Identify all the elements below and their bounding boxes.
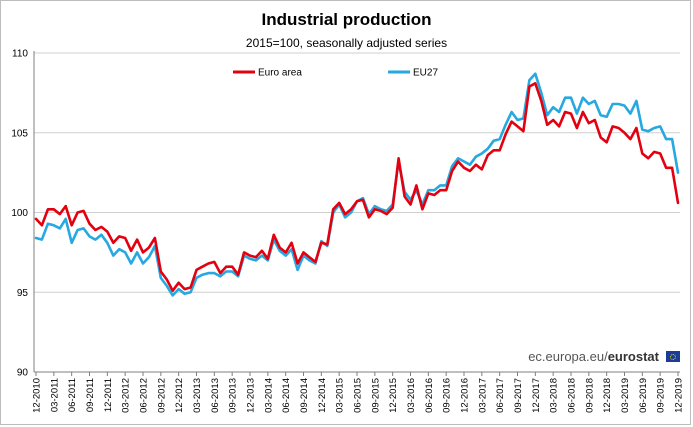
y-tick-label-95: 95 bbox=[17, 288, 29, 299]
x-tick-label: 03-2019 bbox=[620, 378, 631, 413]
x-tick-label: 03-2016 bbox=[406, 378, 417, 413]
x-tick-label: 03-2018 bbox=[549, 378, 560, 413]
x-tick-label: 06-2014 bbox=[281, 378, 292, 413]
x-tick-label: 12-2013 bbox=[246, 378, 257, 413]
series-lines bbox=[34, 72, 680, 297]
x-tick-label: 09-2011 bbox=[85, 378, 96, 412]
x-tick-label: 12-2017 bbox=[531, 378, 542, 413]
x-tick-label: 03-2012 bbox=[121, 378, 132, 413]
x-tick-label: 06-2019 bbox=[638, 378, 649, 413]
x-tick-label: 06-2018 bbox=[567, 378, 578, 413]
x-tick-label: 12-2012 bbox=[174, 378, 185, 413]
x-tick-label: 06-2017 bbox=[495, 378, 506, 413]
x-tick-label: 06-2011 bbox=[67, 378, 78, 412]
x-tick-label: 09-2019 bbox=[656, 378, 667, 413]
y-tick-label-110: 110 bbox=[12, 49, 28, 60]
legend-label-euro-area: Euro area bbox=[258, 68, 302, 79]
legend-label-eu27: EU27 bbox=[413, 68, 438, 79]
x-tick-label: 12-2015 bbox=[388, 378, 399, 413]
x-tick-label: 12-2016 bbox=[460, 378, 471, 413]
source-brand: eurostat bbox=[607, 349, 659, 364]
x-tick-label: 12-2019 bbox=[674, 378, 685, 413]
x-tick-label: 09-2018 bbox=[584, 378, 595, 413]
x-tick-label: 09-2014 bbox=[299, 378, 310, 413]
x-tick-label: 12-2014 bbox=[317, 378, 328, 413]
chart-title: Industrial production bbox=[261, 10, 432, 29]
x-tick-label: 09-2017 bbox=[513, 378, 524, 413]
x-tick-label: 03-2011 bbox=[49, 378, 60, 412]
series-line-euro-area bbox=[34, 82, 680, 293]
x-tick-label: 09-2016 bbox=[442, 378, 453, 413]
y-tick-label-105: 105 bbox=[11, 128, 28, 139]
x-tick-label: 09-2012 bbox=[156, 378, 167, 413]
y-tick-label-90: 90 bbox=[17, 368, 29, 379]
x-tick-label: 03-2017 bbox=[477, 378, 488, 413]
x-tick-label: 12-2010 bbox=[32, 378, 43, 413]
x-tick-label: 03-2013 bbox=[192, 378, 203, 413]
series-line-eu27 bbox=[34, 72, 680, 297]
x-tick-label: 12-2018 bbox=[602, 378, 613, 413]
source-credit[interactable]: ec.europa.eu/eurostat bbox=[528, 349, 659, 364]
x-tick-label: 06-2016 bbox=[424, 378, 435, 413]
y-axis-ticks: 90 95 100 105 110 bbox=[11, 49, 28, 379]
x-axis-ticks: 12-2010 03-2011 06-2011 09-2011 12-2011 03-20… bbox=[32, 372, 685, 413]
x-tick-label: 12-2011 bbox=[103, 378, 114, 412]
x-tick-label: 09-2015 bbox=[370, 378, 381, 413]
eu-flag-icon bbox=[666, 351, 680, 362]
legend: Euro area EU27 bbox=[233, 68, 438, 79]
x-tick-label: 06-2013 bbox=[210, 378, 221, 413]
x-tick-label: 06-2012 bbox=[139, 378, 150, 413]
y-tick-label-100: 100 bbox=[11, 208, 28, 219]
x-tick-label: 03-2014 bbox=[263, 378, 274, 413]
x-tick-label: 09-2013 bbox=[228, 378, 239, 413]
chart-subtitle: 2015=100, seasonally adjusted series bbox=[245, 36, 448, 50]
x-tick-label: 06-2015 bbox=[353, 378, 364, 413]
x-tick-label: 03-2015 bbox=[335, 378, 346, 413]
source-url-prefix: ec.europa.eu/ bbox=[528, 349, 608, 364]
